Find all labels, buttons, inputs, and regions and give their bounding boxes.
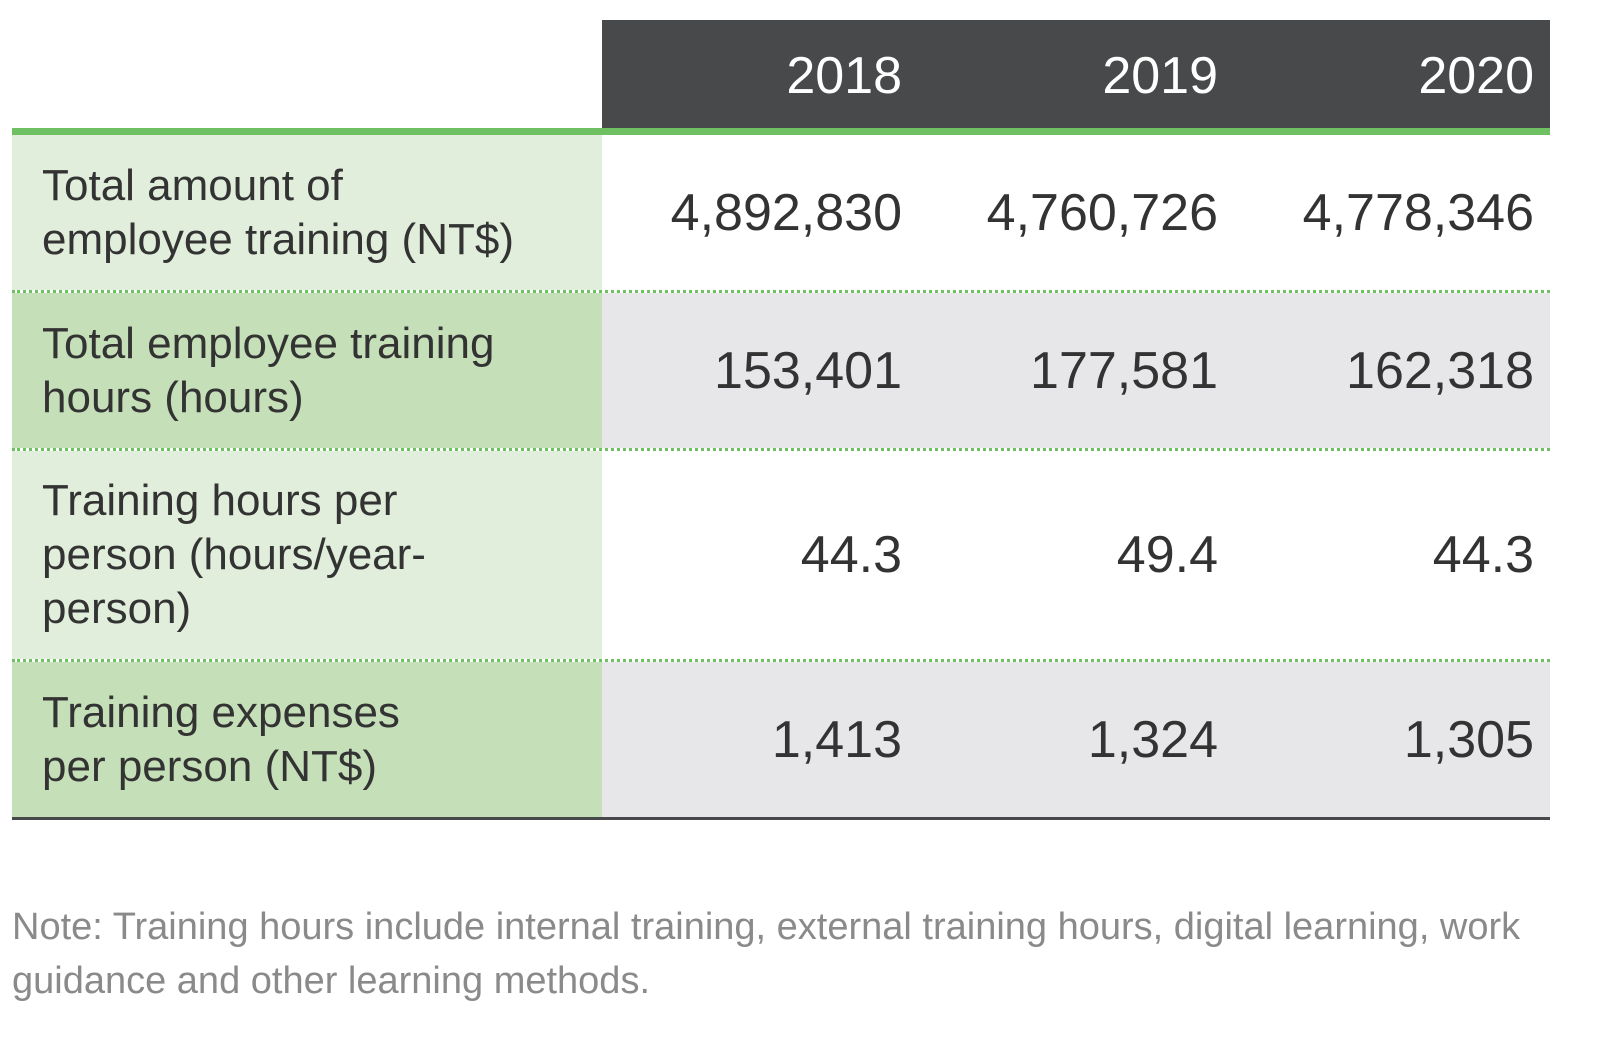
value-2020: 4,778,346 <box>1302 183 1534 242</box>
value-2019: 1,324 <box>1087 710 1218 769</box>
row-divider <box>12 448 1550 451</box>
row-divider <box>12 659 1550 662</box>
row-label-cell: Training hours per person (hours/year-pe… <box>12 451 602 659</box>
row-label: Total amount of employee training (NT$) <box>42 160 514 264</box>
value-2019: 177,581 <box>1030 341 1218 400</box>
table-header-background <box>602 20 1550 128</box>
value-2018: 1,413 <box>771 710 902 769</box>
row-values: 153,401 177,581 162,318 <box>602 293 1550 448</box>
year-header-2019: 2019 <box>1102 47 1218 105</box>
row-values: 1,413 1,324 1,305 <box>602 662 1550 817</box>
value-2019: 49.4 <box>1116 526 1218 584</box>
row-label: Total employee training hours (hours) <box>42 318 495 422</box>
table-footnote: Note: Training hours include internal tr… <box>12 906 1521 1002</box>
row-divider <box>12 290 1550 293</box>
value-2018: 153,401 <box>714 341 902 400</box>
table-row: Training hours per person (hours/year-pe… <box>12 451 1550 659</box>
table-row: Total amount of employee training (NT$) … <box>12 135 1550 290</box>
value-2018: 44.3 <box>800 526 902 584</box>
year-header-2018: 2018 <box>786 47 902 105</box>
row-values: 44.3 49.4 44.3 <box>602 451 1550 659</box>
row-label-cell: Total amount of employee training (NT$) <box>12 135 602 290</box>
row-label: Training hours per person (hours/year-pe… <box>42 476 426 633</box>
value-2020: 44.3 <box>1432 526 1534 584</box>
training-data-table: 2018 2019 2020 Total amount of employee … <box>12 20 1550 820</box>
year-header-2020: 2020 <box>1418 47 1534 105</box>
table-row: Training expenses per person (NT$) 1,413… <box>12 662 1550 817</box>
value-2020: 1,305 <box>1403 710 1534 769</box>
table-header-row: 2018 2019 2020 <box>12 20 1550 128</box>
table-bottom-rule <box>12 817 1550 820</box>
value-2018: 4,892,830 <box>670 183 902 242</box>
row-label-cell: Training expenses per person (NT$) <box>12 662 602 817</box>
row-values: 4,892,830 4,760,726 4,778,346 <box>602 135 1550 290</box>
value-2020: 162,318 <box>1346 341 1534 400</box>
row-label: Training expenses per person (NT$) <box>42 687 400 791</box>
value-2019: 4,760,726 <box>986 183 1218 242</box>
row-label-cell: Total employee training hours (hours) <box>12 293 602 448</box>
header-green-rule <box>12 128 1550 135</box>
table-row: Total employee training hours (hours) 15… <box>12 293 1550 448</box>
